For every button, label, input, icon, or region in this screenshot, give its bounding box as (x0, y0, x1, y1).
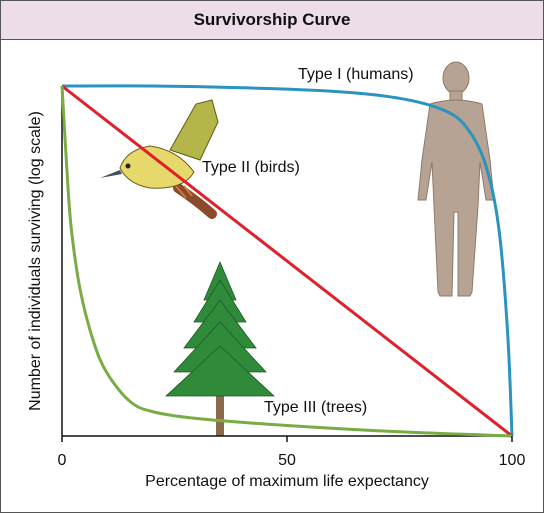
series-layer (60, 84, 514, 438)
x-tick-label-50: 50 (278, 452, 296, 469)
chart-title-bar: Survivorship Curve (1, 1, 543, 40)
y-axis-title: Number of individuals surviving (log sca… (27, 111, 44, 411)
series-line-1 (61, 84, 514, 437)
series-line-3 (60, 85, 513, 438)
series-label-type-ii: Type II (birds) (202, 159, 300, 176)
series-label-type-iii: Type III (trees) (264, 399, 367, 416)
series-line-2 (61, 84, 513, 438)
tick-layer: 0 50 100 (58, 436, 526, 469)
human-illustration (417, 61, 495, 297)
series-label-type-i: Type I (humans) (298, 66, 414, 83)
tree-illustration (164, 260, 276, 436)
x-tick-label-100: 100 (499, 452, 526, 469)
chart-title: Survivorship Curve (193, 10, 351, 29)
bird-illustration (100, 99, 219, 219)
x-axis-title: Percentage of maximum life expectancy (145, 473, 429, 490)
x-tick-label-0: 0 (58, 452, 67, 469)
